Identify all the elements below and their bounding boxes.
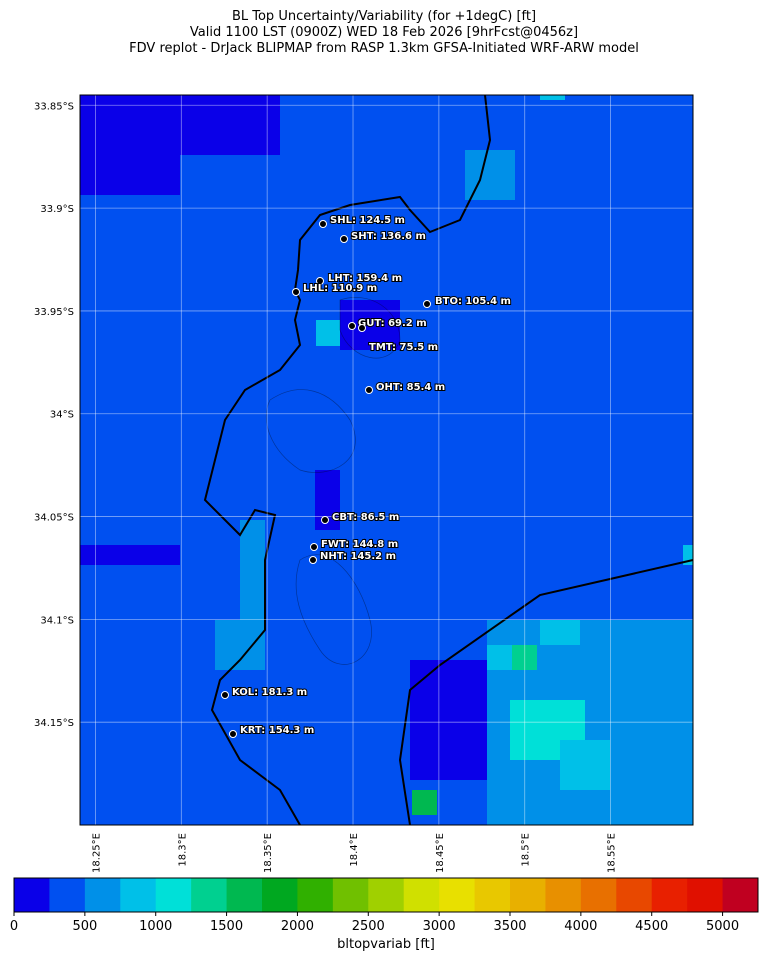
colorbar-tick-label: 3500 <box>493 919 526 934</box>
colorbar-bin <box>14 878 50 912</box>
colorbar-bin <box>687 878 724 912</box>
y-tick-label: 33.9°S <box>40 204 74 215</box>
station-dot <box>319 220 327 228</box>
stations: SHL: 124.5 m SHT: 136.6 m LHT: 159.4 mLHL:… <box>221 214 512 738</box>
colorbar-tick-label: 500 <box>72 919 97 934</box>
station-label: SHT: 136.6 m <box>351 231 426 242</box>
y-tick-label: 34.1°S <box>40 615 74 626</box>
colorbar-tick-label: 3000 <box>423 919 456 934</box>
colorbar-bin <box>191 878 228 912</box>
colorbar-tick-label: 1500 <box>210 919 243 934</box>
colorbar-bin <box>545 878 582 912</box>
station-label: TMT: 75.5 m <box>369 342 438 353</box>
title: BL Top Uncertainty/Variability (for +1de… <box>232 9 536 24</box>
colorbar-tick-label: 0 <box>10 919 18 934</box>
colorbar-bin <box>403 878 440 912</box>
colorbar-bin <box>332 878 369 912</box>
colorbar-bin <box>155 878 192 912</box>
contours <box>266 297 401 665</box>
colorbar-bin <box>580 878 617 912</box>
station-dot <box>348 322 356 330</box>
station-dot <box>365 386 373 394</box>
colorbar-bin <box>262 878 298 912</box>
station-dot <box>292 288 300 296</box>
y-tick-label: 34°S <box>50 410 74 421</box>
title: FDV replot - DrJack BLIPMAP from RASP 1.… <box>129 41 639 56</box>
station-dot <box>316 277 324 285</box>
station-dot <box>221 691 229 699</box>
station-dot <box>340 235 348 243</box>
colorbar-tick-label: 1000 <box>139 919 172 934</box>
colorbar-bin <box>510 878 546 912</box>
station-label: GUT: 69.2 m <box>358 318 427 329</box>
x-tick-label: 18.4°E <box>349 833 360 867</box>
colorbar-tick-label: 4500 <box>635 919 668 934</box>
colorbar-bin <box>49 878 86 912</box>
colorbar-bin <box>722 878 759 912</box>
station-dot <box>358 324 366 332</box>
station-dot <box>229 730 237 738</box>
station-label: OHT: 85.4 m <box>376 382 445 393</box>
colorbar-bin <box>616 878 653 912</box>
grid: 33.85°S 33.9°S 33.95°S 34°S 34.05°S 34.1°S 34.… <box>34 95 693 873</box>
colorbar-bin <box>297 878 334 912</box>
station-label: LHT: 159.4 m <box>328 273 402 284</box>
colorbar-frame <box>13 877 759 913</box>
station-label: KOL: 181.3 m <box>232 687 307 698</box>
title: Valid 1100 LST (0900Z) WED 18 Feb 2026 [… <box>190 25 578 40</box>
map-raster <box>80 95 693 825</box>
colorbar-bin <box>120 878 157 912</box>
colorbar-tick-label: 4000 <box>564 919 597 934</box>
colorbar-bin <box>651 878 688 912</box>
map-frame <box>79 94 694 826</box>
station-label: KRT: 154.3 m <box>240 725 314 736</box>
station-label: SHL: 124.5 m <box>330 215 405 226</box>
colorbar-tick-label: 5000 <box>706 919 739 934</box>
colorbar-tick-label: 2000 <box>281 919 314 934</box>
station-dot <box>321 516 329 524</box>
x-tick-label: 18.45°E <box>435 833 446 873</box>
y-tick-label: 33.85°S <box>34 101 74 112</box>
station-dot <box>423 300 431 308</box>
station-label: LHL: 110.9 m <box>303 283 377 294</box>
x-tick-label: 18.25°E <box>91 833 102 873</box>
x-tick-label: 18.35°E <box>263 833 274 873</box>
station-label: CBT: 86.5 m <box>332 512 399 523</box>
x-tick-label: 18.3°E <box>177 833 188 867</box>
colorbar-bin <box>226 878 263 912</box>
x-tick-label: 18.55°E <box>607 833 618 873</box>
colorbar-bin <box>368 878 405 912</box>
x-tick-label: 18.5°E <box>521 833 532 867</box>
colorbar-label: bltopvariab [ft] <box>337 937 435 952</box>
colorbar-bin <box>84 878 121 912</box>
y-tick-label: 33.95°S <box>34 307 74 318</box>
station-label: NHT: 145.2 m <box>320 551 396 562</box>
colorbar-tick-label: 2500 <box>352 919 385 934</box>
coastline <box>203 94 694 826</box>
station-label: BTO: 105.4 m <box>435 296 511 307</box>
station-label: FWT: 144.8 m <box>321 539 398 550</box>
y-tick-label: 34.05°S <box>34 513 74 524</box>
station-dot <box>310 543 318 551</box>
station-dot <box>309 556 317 564</box>
y-tick-label: 34.15°S <box>34 718 74 729</box>
colorbar: 0 500 1000 1500 2000 2500 3000 3500 4000 4500 5000 <box>10 877 759 934</box>
colorbar-bin <box>439 878 476 912</box>
colorbar-bin <box>474 878 511 912</box>
